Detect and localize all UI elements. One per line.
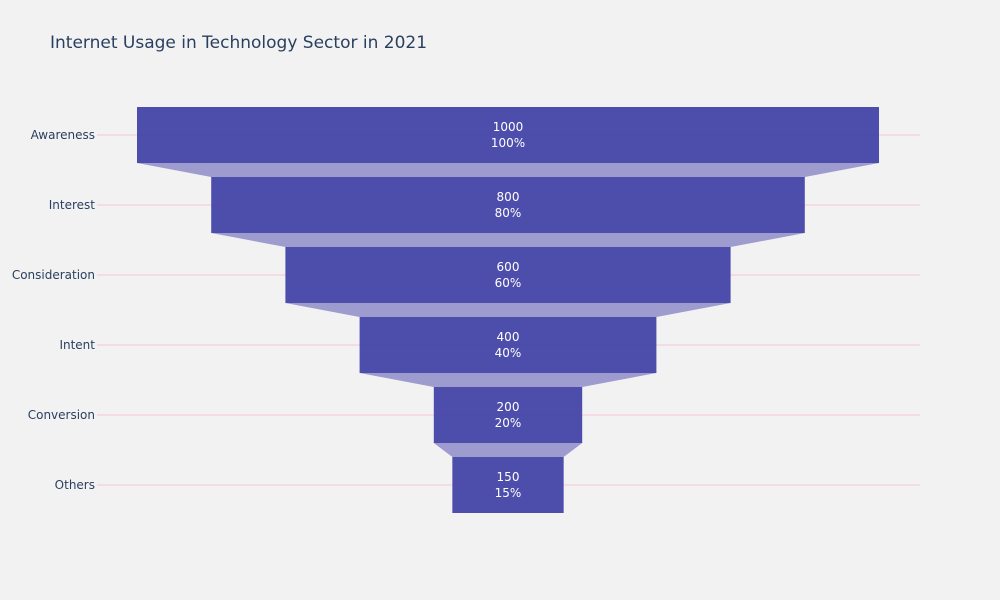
funnel-bar [433, 387, 583, 443]
bar-value-label: 800 [497, 190, 520, 204]
funnel-connector [285, 303, 731, 317]
bar-percent-label: 60% [495, 276, 522, 290]
stage-label: Consideration [12, 268, 95, 282]
stage-label: Awareness [31, 128, 95, 142]
bar-value-label: 200 [497, 400, 520, 414]
bar-percent-label: 100% [491, 136, 525, 150]
bar-percent-label: 20% [495, 416, 522, 430]
funnel-bar [211, 177, 805, 233]
funnel-connector [137, 163, 879, 177]
funnel-bar [137, 107, 879, 163]
stage-label: Interest [49, 198, 96, 212]
stage-label: Others [55, 478, 95, 492]
chart-title: Internet Usage in Technology Sector in 2… [50, 33, 428, 53]
funnel-bar [359, 317, 657, 373]
stage-label: Intent [59, 338, 95, 352]
bar-value-label: 1000 [493, 120, 524, 134]
funnel-connector [433, 443, 583, 457]
bar-value-label: 400 [497, 330, 520, 344]
funnel-connector [211, 233, 805, 247]
bar-value-label: 150 [497, 470, 520, 484]
stage-label: Conversion [28, 408, 95, 422]
funnel-connector [359, 373, 657, 387]
bar-value-label: 600 [497, 260, 520, 274]
bar-percent-label: 80% [495, 206, 522, 220]
funnel-bar [452, 457, 564, 513]
bar-percent-label: 40% [495, 346, 522, 360]
bar-percent-label: 15% [495, 486, 522, 500]
funnel-bar [285, 247, 731, 303]
